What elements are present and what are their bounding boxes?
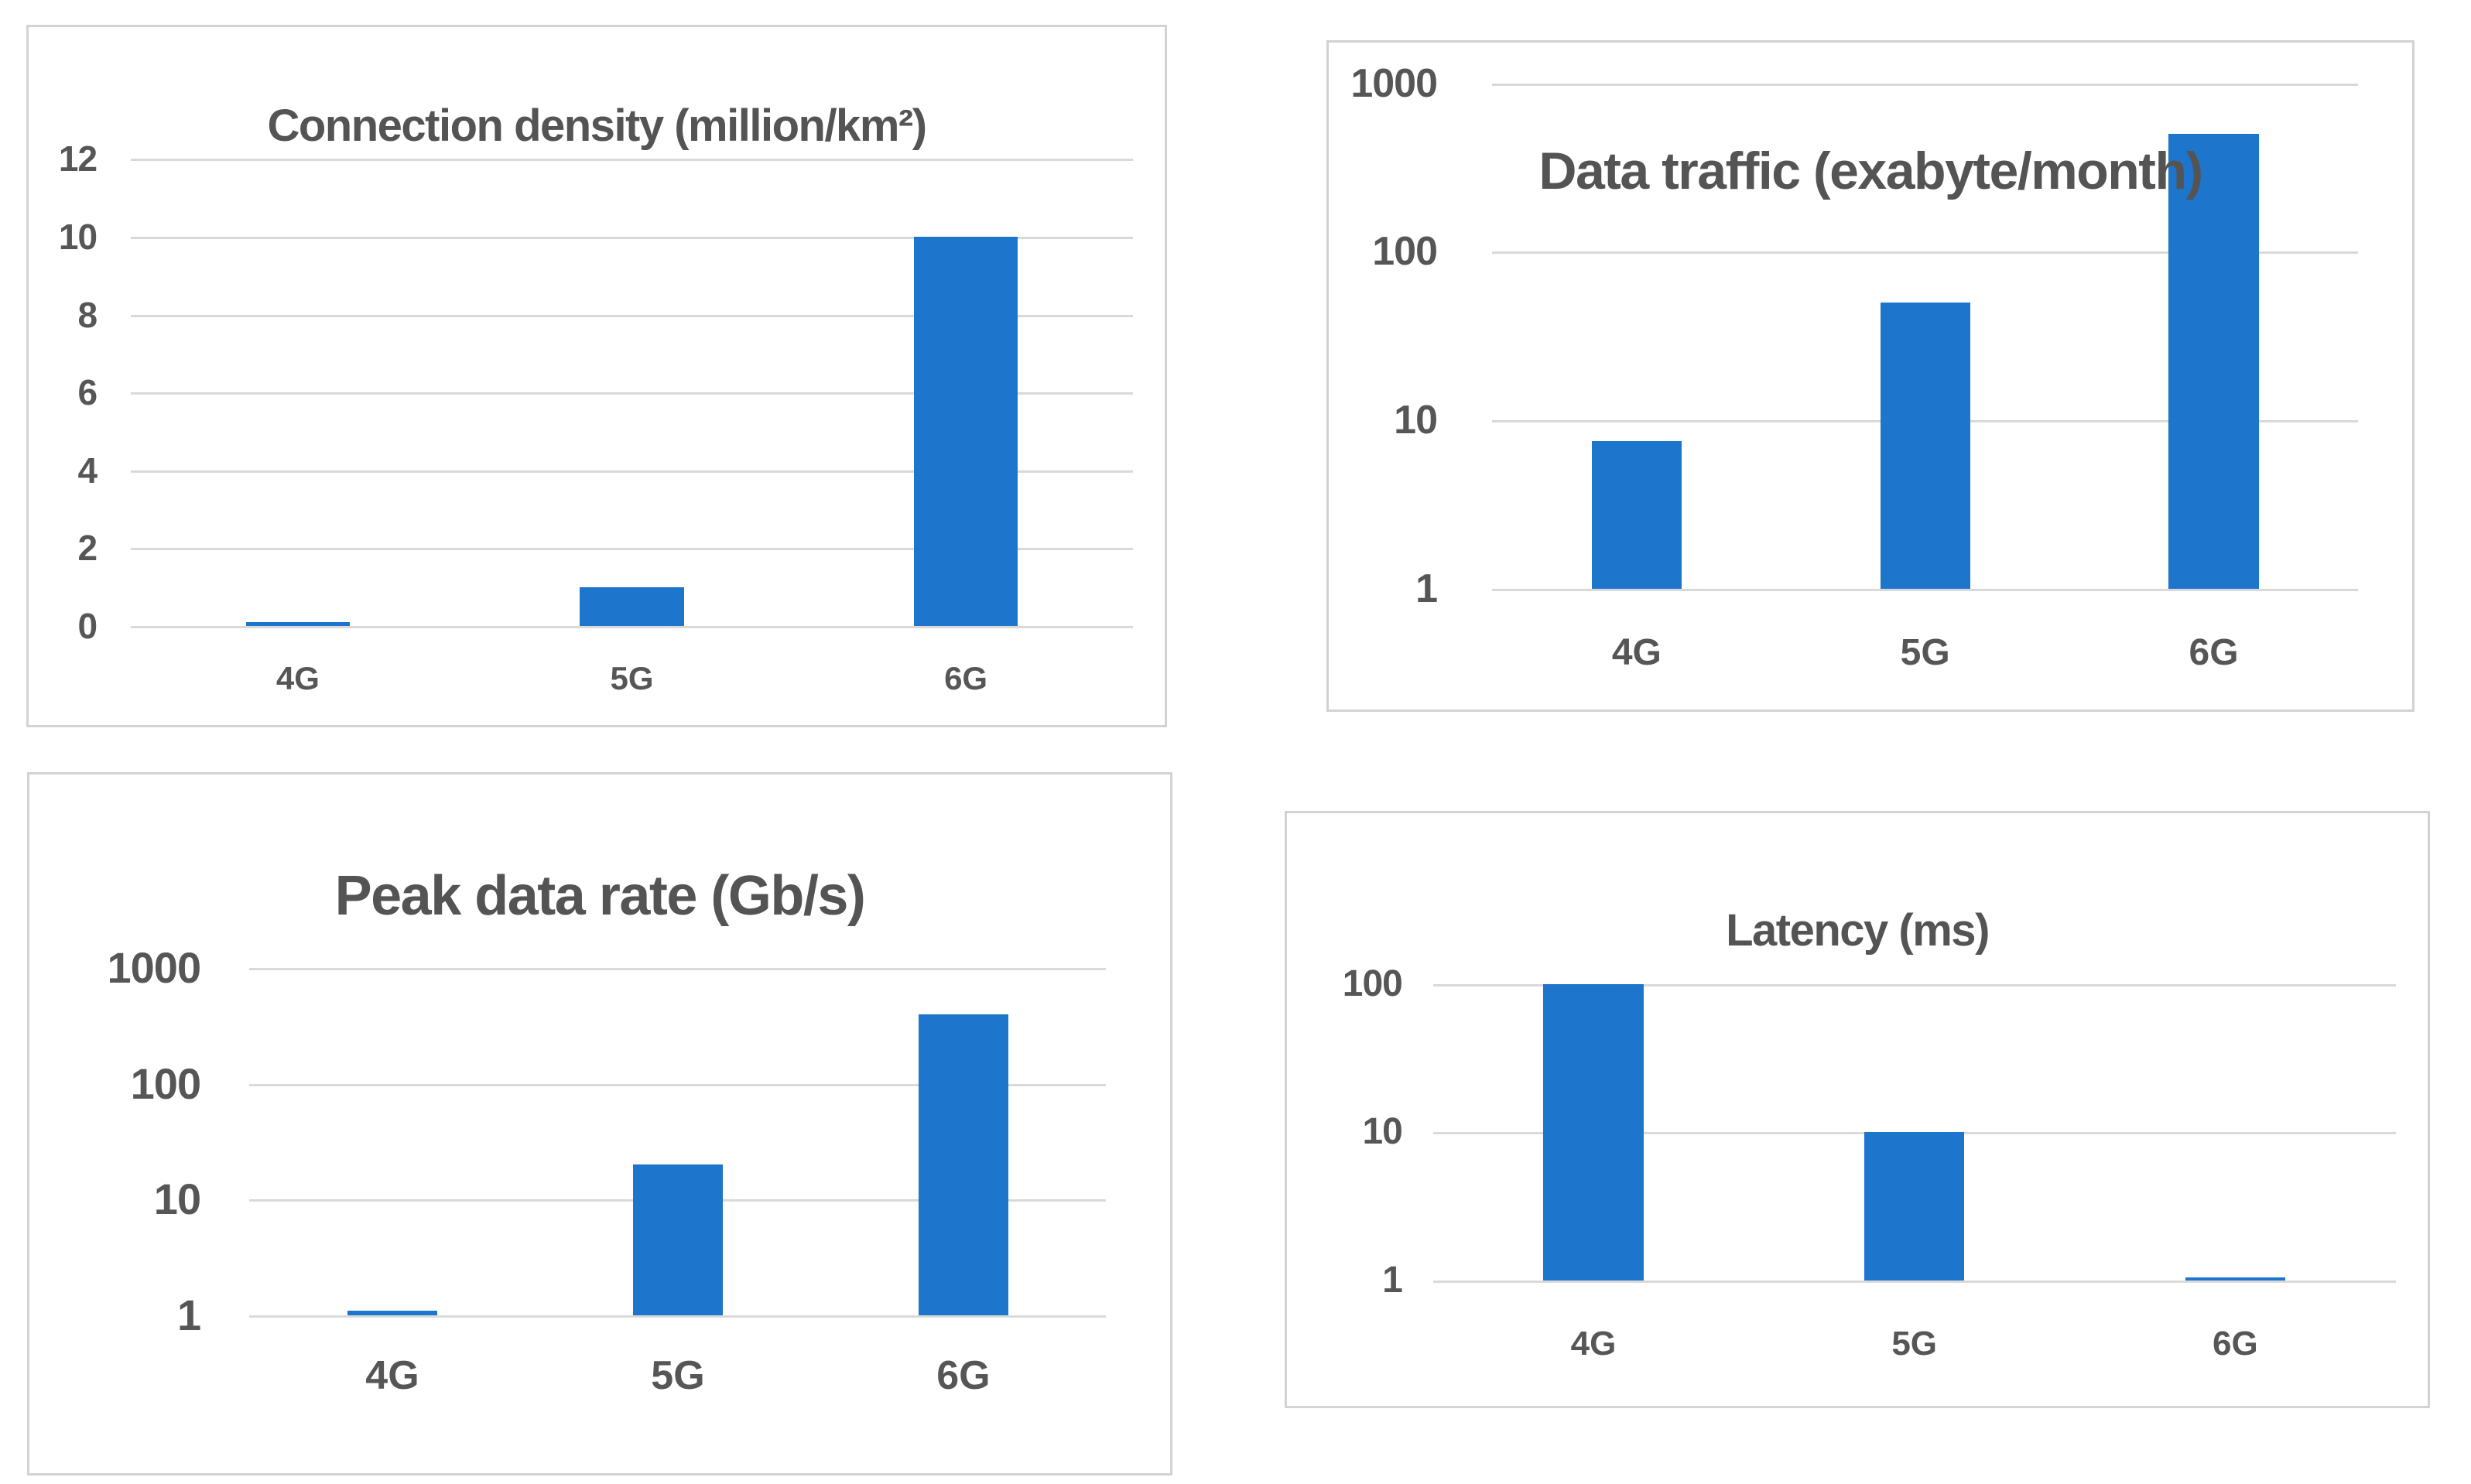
y-axis-tick-label: 2 — [77, 528, 98, 569]
bar-4g — [1591, 441, 1682, 589]
bar-6g — [913, 237, 1018, 626]
y-axis-tick-label: 4 — [77, 450, 98, 491]
y-axis-tick-label: 8 — [77, 294, 98, 335]
gridline — [249, 1083, 1107, 1086]
gridline — [1432, 1281, 2396, 1284]
gridline — [131, 314, 1133, 317]
gridline — [249, 968, 1107, 971]
x-axis-label-4g: 4G — [1611, 631, 1662, 673]
chart-panel-connection-density: Connection density (million/km²) 0 2 4 6 8 10… — [26, 25, 1167, 727]
gridline — [131, 159, 1133, 162]
gridline — [1492, 83, 2358, 86]
gridline — [1432, 983, 2396, 986]
bar-6g — [2168, 134, 2259, 589]
y-axis-tick-label: 100 — [1342, 963, 1403, 1004]
y-axis-tick-label: 12 — [58, 138, 98, 180]
chart-title: Data traffic (exabyte/month) — [1538, 141, 2203, 200]
y-axis-tick-label: 10 — [153, 1175, 201, 1224]
x-axis-label-5g: 5G — [1900, 631, 1950, 673]
y-axis-tick-label: 10 — [1394, 398, 1438, 443]
gridline — [1492, 251, 2358, 255]
x-axis-label-4g: 4G — [365, 1353, 419, 1399]
bar-4g — [245, 621, 351, 626]
bar-5g — [580, 586, 684, 626]
bar-5g — [633, 1164, 723, 1315]
gridline — [131, 237, 1133, 240]
chart-title: Peak data rate (Gb/s) — [334, 865, 866, 928]
x-axis-label-6g: 6G — [944, 660, 988, 697]
y-axis-tick-label: 1 — [176, 1290, 201, 1339]
y-axis-tick-label: 10 — [58, 217, 98, 258]
bar-4g — [347, 1310, 437, 1315]
y-axis-tick-label: 1 — [1415, 566, 1438, 611]
bar-5g — [1880, 302, 1970, 589]
y-axis-tick-label: 1 — [1382, 1260, 1403, 1301]
y-axis-tick-label: 1000 — [107, 943, 202, 993]
bar-4g — [1543, 983, 1644, 1281]
y-axis-tick-label: 1000 — [1350, 60, 1438, 106]
y-axis-tick-label: 100 — [1372, 229, 1438, 275]
bar-6g — [919, 1014, 1008, 1315]
x-axis-label-5g: 5G — [1891, 1324, 1938, 1363]
chart-panel-peak-data-rate: Peak data rate (Gb/s) 1 10 100 1000 4G 5G 6G — [27, 772, 1172, 1475]
gridline — [249, 1315, 1107, 1318]
bar-6g — [2185, 1277, 2286, 1281]
chart-panel-data-traffic: Data traffic (exabyte/month) 1 10 100 1000 4… — [1326, 40, 2415, 712]
x-axis-label-4g: 4G — [1570, 1324, 1617, 1363]
chart-panel-latency: Latency (ms) 1 10 100 4G 5G 6G — [1285, 811, 2430, 1408]
gridline — [131, 392, 1133, 395]
gridline — [1492, 588, 2358, 591]
chart-title: Connection density (million/km²) — [267, 100, 927, 151]
y-axis-tick-label: 0 — [77, 605, 98, 646]
gridline — [131, 625, 1133, 628]
y-axis-tick-label: 10 — [1362, 1111, 1402, 1153]
y-axis-tick-label: 6 — [77, 372, 98, 413]
bar-5g — [1864, 1132, 1965, 1281]
x-axis-label-5g: 5G — [651, 1353, 705, 1399]
x-axis-label-6g: 6G — [2189, 631, 2239, 673]
gridline — [131, 548, 1133, 551]
x-axis-label-5g: 5G — [610, 660, 654, 697]
x-axis-label-6g: 6G — [936, 1353, 991, 1399]
gridline — [131, 470, 1133, 473]
chart-title: Latency (ms) — [1726, 904, 1990, 956]
y-axis-tick-label: 100 — [130, 1058, 201, 1108]
x-axis-label-6g: 6G — [2213, 1324, 2258, 1363]
x-axis-label-4g: 4G — [276, 660, 320, 697]
